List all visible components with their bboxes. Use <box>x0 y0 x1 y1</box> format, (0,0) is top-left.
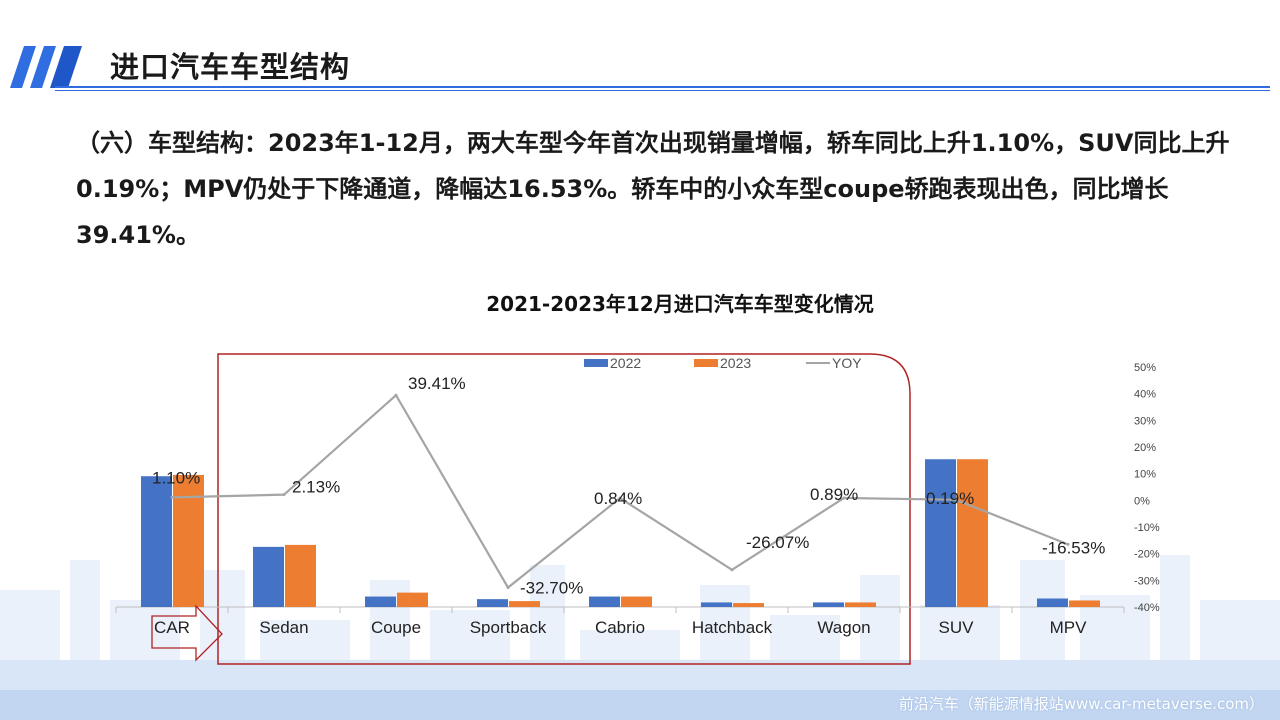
bar-2022-sportback <box>477 599 508 607</box>
footer-source: 前沿汽车（新能源情报站www.car-metaverse.com） <box>898 695 1264 713</box>
page-title: 进口汽车车型结构 <box>110 50 351 84</box>
background-skyline <box>0 555 1280 720</box>
yoy-data-label: 39.41% <box>408 374 466 393</box>
yoy-data-label: 2.13% <box>292 478 340 497</box>
bar-2022-coupe <box>365 596 396 607</box>
yoy-data-label: 1.10% <box>152 468 200 487</box>
right-axis-tick-label: 0% <box>1134 495 1150 507</box>
x-tick-label: Hatchback <box>692 618 773 637</box>
yoy-point <box>954 498 958 502</box>
yoy-point <box>730 568 734 572</box>
bar-2022-hatchback <box>701 602 732 607</box>
bar-2022-car <box>141 476 172 607</box>
right-axis-tick-label: -30% <box>1134 575 1160 587</box>
x-tick-label: Cabrio <box>595 618 645 637</box>
bar-2023-wagon <box>845 602 876 607</box>
bar-2022-mpv <box>1037 598 1068 607</box>
chart-title: 2021-2023年12月进口汽车车型变化情况 <box>486 292 874 316</box>
bar-2023-cabrio <box>621 596 652 607</box>
x-tick-label: CAR <box>154 618 190 637</box>
header-divider <box>55 86 1270 88</box>
yoy-data-label: 0.89% <box>810 485 858 504</box>
bar-2022-suv <box>925 459 956 607</box>
yoy-data-label: -16.53% <box>1042 538 1105 557</box>
yoy-data-label: -26.07% <box>746 533 809 552</box>
right-axis-tick-label: 30% <box>1134 415 1156 427</box>
bar-2022-wagon <box>813 602 844 607</box>
arrow-shape <box>151 604 223 662</box>
legend-label: 2022 <box>610 355 641 371</box>
yoy-point <box>170 495 174 499</box>
highlight-box <box>217 353 911 665</box>
legend-label: 2023 <box>720 355 751 371</box>
right-axis-tick-label: -40% <box>1134 602 1160 614</box>
right-axis-tick-label: 20% <box>1134 442 1156 454</box>
bar-2023-hatchback <box>733 603 764 607</box>
bar-2023-sedan <box>285 544 316 607</box>
yoy-point <box>842 496 846 500</box>
header-divider-thin <box>55 90 1270 91</box>
header-stripes-icon <box>10 46 82 88</box>
legend-label: YOY <box>832 355 862 371</box>
bar-2022-cabrio <box>589 596 620 607</box>
bar-2023-suv <box>957 459 988 607</box>
yoy-point <box>618 496 622 500</box>
yoy-point <box>506 586 510 590</box>
bar-2023-coupe <box>397 592 428 607</box>
yoy-point <box>1066 542 1070 546</box>
bar-2023-mpv <box>1069 600 1100 607</box>
bar-2023-car <box>173 474 204 607</box>
x-tick-label: Sedan <box>259 618 308 637</box>
legend-swatch-2023 <box>694 359 718 367</box>
x-tick-label: Wagon <box>817 618 870 637</box>
x-tick-label: Coupe <box>371 618 421 637</box>
right-axis-tick-label: 40% <box>1134 389 1156 401</box>
yoy-data-label: -32.70% <box>520 579 583 598</box>
right-axis-tick-label: 10% <box>1134 469 1156 481</box>
right-axis-tick-label: 50% <box>1134 362 1156 374</box>
x-tick-label: SUV <box>939 618 975 637</box>
bar-2022-sedan <box>253 546 284 607</box>
legend-swatch-2022 <box>584 359 608 367</box>
x-tick-label: MPV <box>1050 618 1088 637</box>
right-axis-tick-label: -10% <box>1134 522 1160 534</box>
bar-2023-sportback <box>509 601 540 607</box>
yoy-point <box>282 493 286 497</box>
intro-paragraph: （六）车型结构：2023年1-12月，两大车型今年首次出现销量增幅，轿车同比上升… <box>76 129 1230 249</box>
right-axis-tick-label: -20% <box>1134 549 1160 561</box>
x-tick-label: Sportback <box>470 618 547 637</box>
yoy-data-label: 0.84% <box>594 489 642 508</box>
yoy-point <box>394 393 398 397</box>
yoy-data-label: 0.19% <box>926 489 974 508</box>
chart: CAR Sedan Coupe Sportback Cabrio Hatchback Wag… <box>115 353 1160 665</box>
